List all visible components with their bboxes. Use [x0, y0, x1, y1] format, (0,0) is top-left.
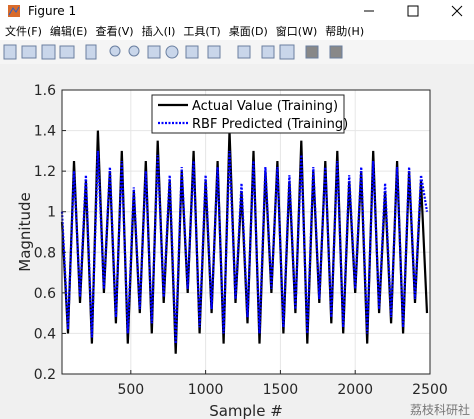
y-tick-label: 0.6 — [34, 286, 56, 302]
axes-box — [61, 89, 431, 375]
y-tick-label: 0.2 — [34, 367, 56, 383]
x-tick-label: 2500 — [412, 382, 448, 398]
menu-item[interactable]: 插入(I) — [141, 25, 176, 38]
window-title: Figure 1 — [28, 4, 77, 18]
x-tick-label: 500 — [117, 382, 144, 398]
menu-item[interactable]: 编辑(E) — [49, 25, 88, 38]
x-tick-label: 1000 — [188, 382, 224, 398]
menu-item[interactable]: 窗口(W) — [275, 25, 318, 38]
y-tick-label: 0.8 — [34, 245, 56, 261]
data-line — [60, 150, 429, 344]
data-line — [60, 130, 429, 354]
y-tick-label: 0.4 — [34, 326, 56, 342]
watermark: 荔枝科研社 — [410, 402, 470, 417]
legend-label: Actual Value (Training) — [192, 99, 338, 114]
y-tick-label: 1.6 — [34, 83, 56, 99]
menu-item[interactable]: 文件(F) — [5, 25, 42, 38]
y-tick-label: 1.2 — [34, 164, 56, 180]
y-tick-label: 1.4 — [34, 124, 56, 140]
menu-item[interactable]: 查看(V) — [95, 25, 134, 38]
menu-item[interactable]: 桌面(D) — [228, 25, 268, 38]
menu-item[interactable]: 帮助(H) — [325, 25, 365, 38]
x-tick-label: 1500 — [263, 382, 299, 398]
title-bar: Figure 1 — [0, 0, 474, 22]
app-icon — [8, 5, 20, 17]
toolbar-icons[interactable] — [0, 40, 474, 64]
menu-bar: 文件(F) 编辑(E) 查看(V) 插入(I) 工具(T) 桌面(D) 窗口(W) 帮助(H) — [0, 22, 474, 40]
y-tick-label: 1 — [47, 205, 56, 221]
window-controls[interactable] — [344, 0, 474, 22]
y-axis-label: Magnitude — [16, 192, 34, 271]
legend-box — [151, 94, 345, 134]
x-axis-label: Sample # — [209, 402, 283, 419]
toolbar — [0, 40, 474, 65]
menu-item[interactable]: 工具(T) — [183, 25, 221, 38]
x-tick-label: 2000 — [337, 382, 373, 398]
chart: 0.2 0.4 0.6 0.8 1 1.2 1.4 1.6 500 1000 1500 2000 250… — [0, 64, 474, 419]
legend-label: RBF Predicted (Training) — [192, 117, 348, 132]
